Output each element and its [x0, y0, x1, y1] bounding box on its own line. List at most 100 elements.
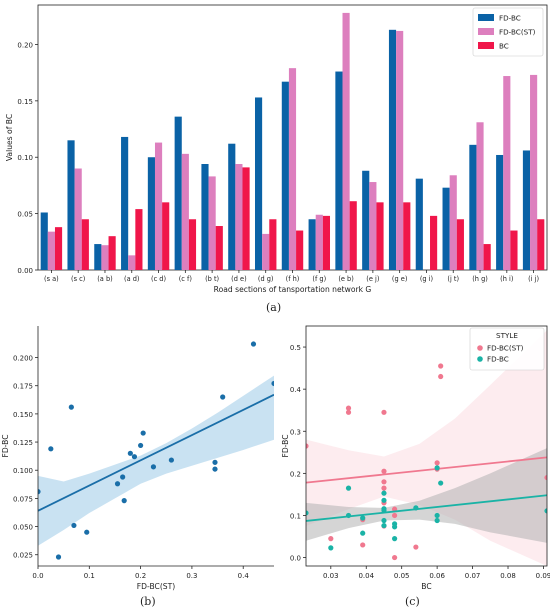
- bar-fd-bc: [362, 170, 370, 270]
- bar-fd-bc-st: [208, 176, 216, 270]
- bar-fd-bc: [415, 178, 423, 270]
- x-tick-label: (a b): [97, 275, 112, 283]
- x-tick-label: 0.09: [536, 572, 550, 580]
- bar-bc: [510, 230, 518, 270]
- legend-title: STYLE: [496, 331, 518, 340]
- bar-bc: [430, 215, 438, 270]
- legend-label-bc: BC: [499, 42, 509, 51]
- x-axis-label: Road sections of tansportation network G: [214, 285, 372, 294]
- data-point-fd-bc: [434, 465, 440, 471]
- x-tick-label: (c d): [151, 275, 166, 283]
- y-tick-label: 0.175: [13, 383, 33, 391]
- y-tick-label: 0.2: [290, 470, 301, 478]
- y-tick-label: 0.0: [290, 555, 301, 563]
- legend-box: [469, 327, 545, 371]
- bar-fd-bc-st: [128, 255, 136, 270]
- bar-bc: [296, 230, 304, 270]
- bar-fd-bc: [147, 157, 155, 270]
- bar-fd-bc: [67, 140, 75, 270]
- bar-fd-bc-st: [342, 12, 350, 271]
- x-tick-label: 0.1: [84, 572, 95, 580]
- regression-line-fd-bc: [306, 494, 547, 522]
- caption-b: (b): [140, 595, 156, 608]
- data-point: [212, 459, 218, 465]
- data-point-fd-bc: [306, 510, 309, 516]
- data-point-fd-bc: [381, 490, 387, 496]
- x-tick-label: (e b): [338, 275, 353, 283]
- y-tick-label: 0.3: [290, 428, 301, 436]
- data-point-fd-bc-st: [360, 542, 366, 548]
- data-point-fd-bc: [381, 497, 387, 503]
- data-point-fd-bc-st: [438, 373, 444, 380]
- bar-bc: [456, 219, 464, 270]
- bar-bc: [162, 202, 170, 270]
- bar-bc: [537, 219, 545, 270]
- data-point: [220, 394, 226, 400]
- data-point-fd-bc: [544, 508, 547, 514]
- y-tick-label: 0.200: [13, 355, 33, 363]
- data-point-fd-bc-st: [345, 405, 352, 411]
- data-point-fd-bc: [345, 512, 352, 519]
- bar-fd-bc-st: [47, 231, 55, 270]
- data-point: [48, 446, 54, 452]
- data-point-fd-bc: [434, 512, 440, 519]
- bar-fd-bc: [522, 150, 531, 270]
- data-point-fd-bc-st: [544, 474, 547, 481]
- bar-bc: [376, 202, 384, 270]
- data-point-fd-bc-st: [413, 544, 419, 550]
- data-point-fd-bc-st: [306, 443, 309, 449]
- data-point-fd-bc: [392, 521, 398, 527]
- bar-fd-bc: [94, 244, 102, 270]
- y-tick-label: 0.075: [13, 495, 33, 503]
- y-tick-label: 0.100: [13, 467, 33, 475]
- bar-bc: [81, 219, 89, 270]
- y-tick-label: 0.1: [290, 512, 301, 520]
- x-tick-label: 0.03: [323, 572, 339, 580]
- y-tick-label: 0.025: [13, 552, 33, 560]
- data-point-fd-bc: [360, 530, 366, 536]
- x-tick-label: (h g): [472, 275, 488, 283]
- data-point: [114, 481, 121, 487]
- y-axis-label: Values of BC: [5, 114, 14, 161]
- regression-line-fd-bc-st: [306, 456, 547, 484]
- scatter-panel-b: 0.025 0.050 0.075 0.100 0.125 0.150 0.175 0.200…: [1, 326, 274, 591]
- data-point-fd-bc: [345, 485, 352, 491]
- y-tick-label: 0.15: [17, 98, 33, 106]
- bar-fd-bc: [40, 212, 48, 270]
- data-point-fd-bc-st: [381, 409, 387, 415]
- bar-bc: [135, 209, 143, 270]
- x-tick-label: (j t): [447, 275, 459, 283]
- data-point: [121, 498, 127, 504]
- data-point-fd-bc-st: [392, 512, 398, 519]
- legend: STYLE FD-BC(ST) FD-BC: [469, 327, 545, 371]
- data-point-fd-bc: [413, 505, 419, 511]
- x-tick-label: (d e): [231, 275, 246, 283]
- x-tick-label: (e j): [366, 275, 379, 283]
- legend-swatch-fd-bc-st: [478, 28, 494, 35]
- bar-fd-bc: [442, 187, 450, 270]
- legend-label-fd-bc: FD-BC: [487, 355, 509, 364]
- data-point-fd-bc-st: [434, 460, 440, 466]
- bar-fd-bc: [254, 97, 263, 271]
- x-tick-label: (b t): [205, 275, 219, 283]
- bar-fd-bc-st: [181, 153, 189, 270]
- y-axis-label: FD-BC: [1, 434, 10, 457]
- x-tick-label: (h i): [500, 275, 513, 283]
- legend-marker-fd-bc-st: [477, 345, 483, 351]
- data-point-fd-bc: [328, 545, 334, 551]
- bar-fd-bc-st: [530, 74, 538, 271]
- bar-fd-bc: [496, 154, 504, 270]
- bar-fd-bc-st: [503, 76, 511, 270]
- bar-fd-bc: [121, 136, 129, 270]
- plot-content: [306, 330, 547, 566]
- y-tick-label: 0.125: [13, 439, 33, 447]
- data-point: [120, 474, 126, 480]
- x-tick-label: 0.04: [358, 572, 374, 580]
- y-tick-label: 0.150: [13, 411, 33, 419]
- legend-label-fd-bc-st: FD-BC(ST): [499, 28, 536, 37]
- legend: FD-BC FD-BC(ST) BC: [472, 7, 544, 57]
- plot-frame: [305, 325, 548, 567]
- bar-fd-bc-st: [476, 122, 484, 270]
- data-point: [127, 450, 133, 456]
- bar-fd-bc-st: [101, 245, 109, 270]
